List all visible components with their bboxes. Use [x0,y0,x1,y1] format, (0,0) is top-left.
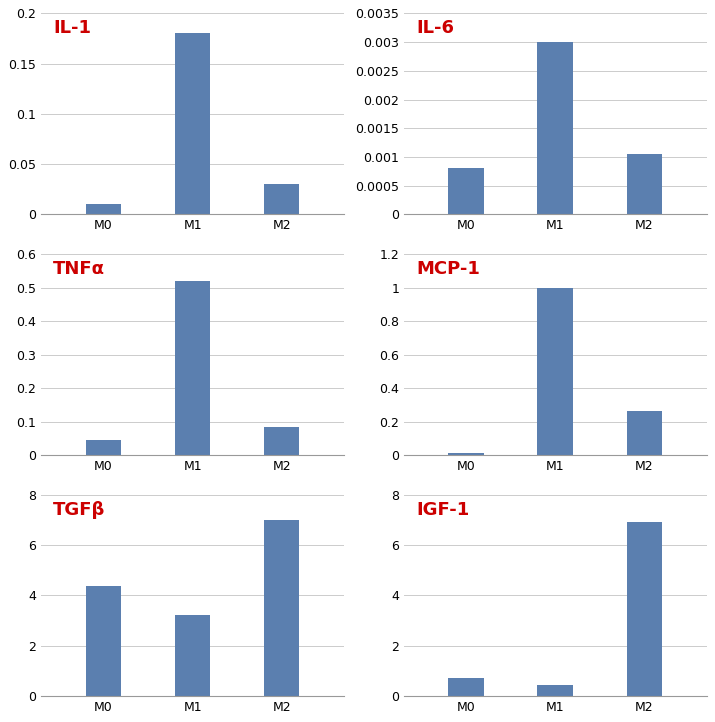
Text: MCP-1: MCP-1 [416,260,480,278]
Bar [264,520,300,696]
Bar [538,685,573,696]
Bar [538,42,573,214]
Text: IL-6: IL-6 [416,19,454,38]
Bar [86,586,122,696]
Bar [264,427,300,455]
Bar [626,522,662,696]
Text: IL-1: IL-1 [54,19,92,38]
Bar [174,615,210,696]
Bar [538,287,573,455]
Bar [86,204,122,214]
Text: IGF-1: IGF-1 [416,500,469,518]
Bar [174,33,210,214]
Bar [626,411,662,455]
Bar [448,168,484,214]
Bar [448,453,484,455]
Text: TGFβ: TGFβ [54,500,106,518]
Bar [174,281,210,455]
Bar [448,678,484,696]
Bar [86,440,122,455]
Bar [626,154,662,214]
Bar [264,184,300,214]
Text: TNFα: TNFα [54,260,105,278]
